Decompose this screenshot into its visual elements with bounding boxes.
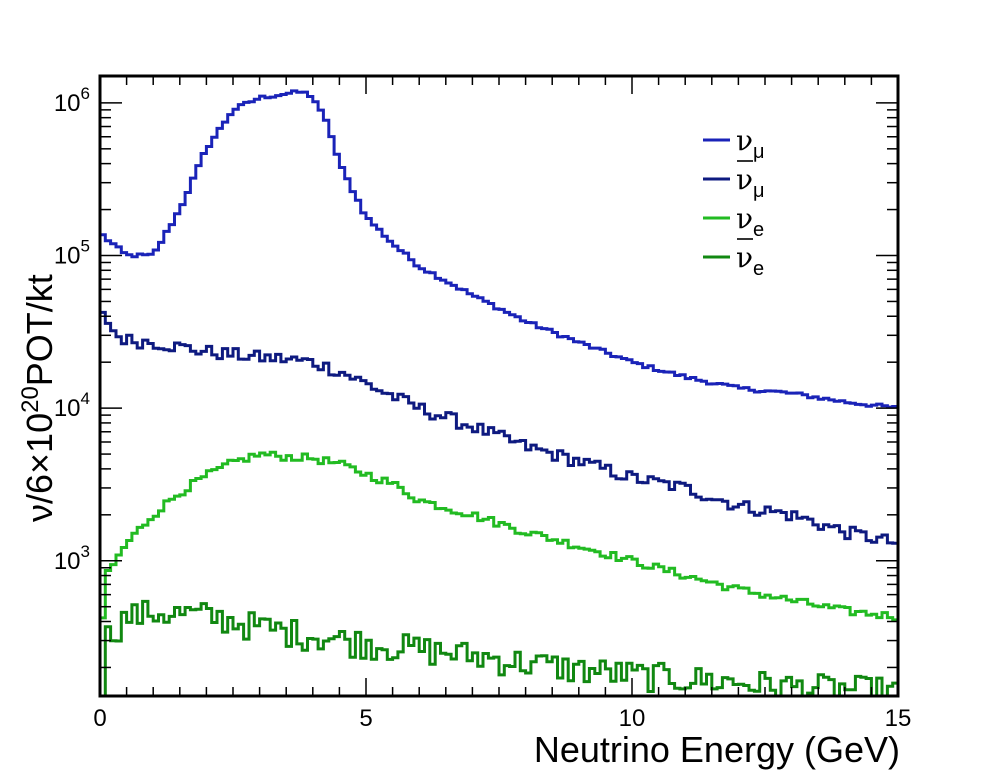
y-tick-label: 104 [54, 389, 90, 422]
legend-item: νe [703, 238, 764, 280]
series-line-2 [98, 450, 898, 696]
legend-label: νe [736, 241, 764, 280]
labels-layer: 0 5 10 15 103 104 105 106 [54, 84, 912, 732]
x-axis-title: Neutrino Energy (GeV) [534, 729, 900, 770]
y-axis-title: ν/6×1020POT/kt [17, 274, 60, 522]
x-tick-label: 15 [885, 705, 912, 732]
legend-item: νμ [703, 124, 765, 163]
series-line-0 [98, 89, 898, 696]
y-tick-label: 105 [54, 237, 90, 270]
legend-item: νμ [703, 160, 765, 202]
y-tick-label: 103 [54, 542, 90, 575]
plot-frame [98, 74, 900, 698]
series-layer [98, 89, 898, 698]
legend-item: νe [703, 202, 764, 241]
series-line-3 [100, 599, 898, 698]
x-tick-label: 0 [93, 705, 106, 732]
legend-label: νe [736, 202, 764, 241]
ticks-layer [99, 76, 899, 696]
legend-label: νμ [736, 163, 765, 202]
legend-label: νμ [736, 124, 765, 163]
y-tick-label: 106 [54, 84, 90, 117]
series-line-1 [98, 310, 898, 696]
x-tick-label: 10 [619, 705, 646, 732]
x-tick-label: 5 [359, 705, 372, 732]
